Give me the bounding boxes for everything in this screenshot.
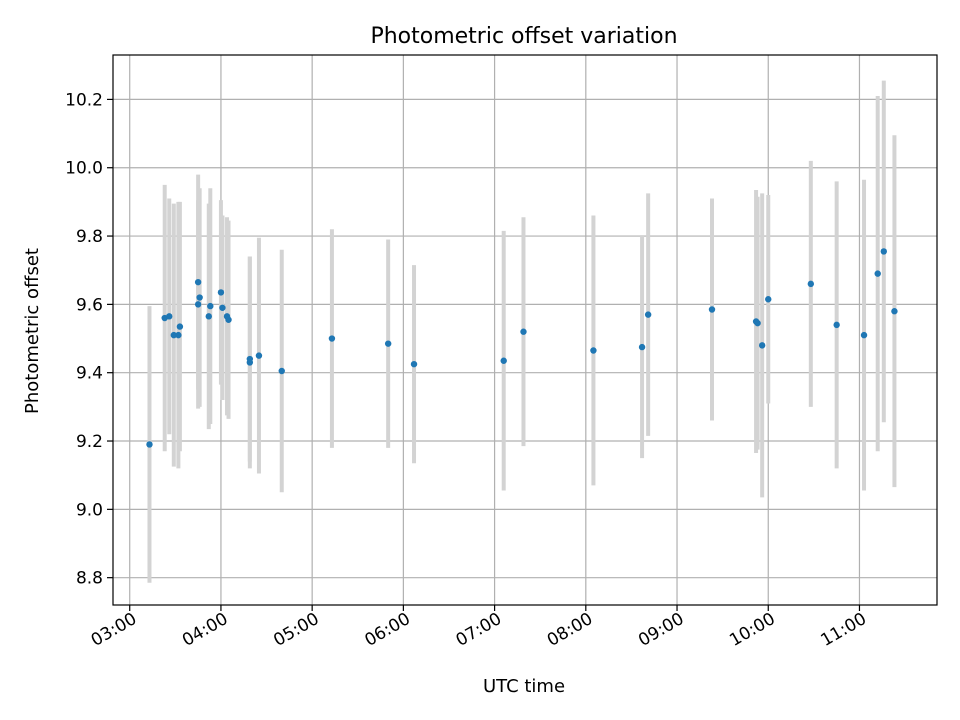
- data-point: [255, 352, 263, 359]
- data-point: [833, 321, 840, 329]
- data-point: [205, 313, 212, 320]
- data-point: [278, 367, 285, 375]
- data-point: [765, 296, 772, 303]
- y-axis-label: Photometric offset: [22, 248, 43, 414]
- data-point: [196, 294, 203, 301]
- data-point: [207, 302, 214, 310]
- x-tick-label: 10:00: [726, 609, 778, 651]
- data-point: [246, 359, 254, 366]
- y-tick-label: 10.2: [65, 90, 103, 110]
- x-tick-label: 03:00: [88, 609, 140, 651]
- data-point: [520, 328, 527, 335]
- axis-ticks: 03:00 04:00 05:00 06:00 07:00 08:00 09:00 10:00…: [65, 90, 870, 650]
- x-tick-label: 08:00: [544, 609, 596, 651]
- y-tick-label: 9.6: [76, 295, 103, 315]
- data-point: [217, 289, 225, 296]
- data-point: [644, 311, 652, 318]
- x-tick-label: 11:00: [818, 609, 870, 651]
- data-point: [219, 304, 226, 311]
- data-point: [175, 331, 182, 339]
- data-point: [874, 270, 881, 277]
- x-tick-label: 05:00: [270, 609, 322, 651]
- x-tick-label: 09:00: [635, 609, 687, 651]
- y-tick-label: 9.0: [76, 500, 103, 520]
- x-tick-label: 07:00: [453, 609, 505, 651]
- data-point: [590, 347, 597, 354]
- data-point: [176, 323, 184, 330]
- x-tick-label: 06:00: [361, 609, 413, 651]
- data-point: [194, 301, 202, 308]
- y-tick-label: 9.4: [76, 364, 103, 384]
- data-point: [860, 331, 868, 339]
- y-tick-label: 9.8: [76, 227, 103, 247]
- data-point: [807, 280, 815, 288]
- data-point: [891, 308, 898, 315]
- y-tick-label: 9.2: [76, 432, 103, 452]
- data-point: [880, 248, 887, 255]
- data-point: [708, 306, 716, 313]
- x-axis-label: UTC time: [483, 676, 565, 697]
- chart-title: Photometric offset variation: [370, 24, 677, 49]
- data-point: [166, 313, 173, 320]
- data-points: [146, 248, 898, 448]
- data-point: [225, 316, 232, 323]
- data-point: [146, 441, 153, 448]
- data-point: [754, 319, 761, 327]
- data-point: [328, 335, 336, 342]
- data-point: [758, 342, 766, 349]
- y-tick-label: 8.8: [76, 569, 103, 589]
- x-tick-label: 04:00: [179, 609, 231, 651]
- data-point: [638, 343, 646, 351]
- data-point: [170, 331, 178, 339]
- plot-area: [112, 54, 938, 606]
- data-point: [500, 357, 507, 364]
- data-point: [384, 340, 392, 347]
- data-point: [194, 278, 202, 286]
- data-point: [410, 360, 418, 368]
- y-tick-label: 10.0: [65, 159, 103, 179]
